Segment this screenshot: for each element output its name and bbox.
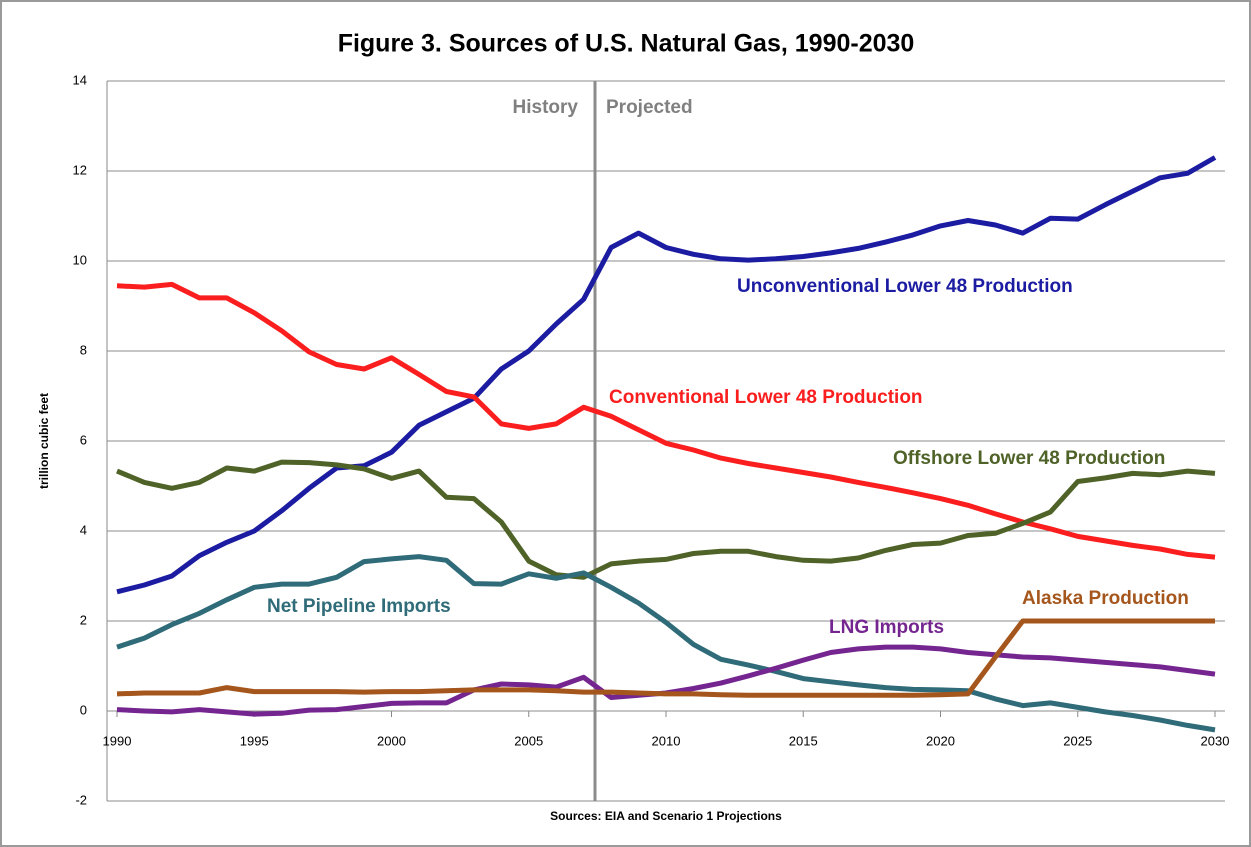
source-note: Sources: EIA and Scenario 1 Projections [550, 809, 782, 823]
series-label: LNG Imports [829, 617, 944, 638]
series-line [116, 618, 1215, 698]
y-tick-label: 0 [80, 702, 87, 717]
y-tick-label: -2 [75, 792, 87, 807]
x-tick-label: 1995 [240, 733, 269, 748]
series-label: Alaska Production [1022, 588, 1189, 609]
series-line [116, 459, 1216, 580]
y-tick-label: 12 [73, 162, 87, 177]
projected-label: Projected [606, 97, 693, 118]
series-label: Net Pipeline Imports [267, 596, 451, 617]
y-tick-label: 14 [73, 72, 87, 87]
series-line [116, 155, 1217, 595]
series-label: Conventional Lower 48 Production [609, 387, 923, 408]
y-tick-label: 6 [80, 432, 87, 447]
y-tick-label: 8 [80, 342, 87, 357]
x-tick-label: 2020 [926, 733, 955, 748]
series-label: Offshore Lower 48 Production [893, 448, 1165, 469]
series-label: Unconventional Lower 48 Production [737, 276, 1073, 297]
chart-title: Figure 3. Sources of U.S. Natural Gas, 1… [338, 30, 915, 58]
series-line [116, 554, 1216, 733]
series-line [116, 281, 1216, 560]
y-tick-label: 2 [80, 612, 87, 627]
y-tick-label: 4 [80, 522, 87, 537]
x-tick-label: 2025 [1063, 733, 1092, 748]
y-axis-label: trillion cubic feet [37, 393, 51, 489]
y-tick-label: 10 [73, 252, 87, 267]
x-tick-label: 2030 [1201, 733, 1230, 748]
x-tick-label: 2015 [789, 733, 818, 748]
x-tick-label: 2000 [377, 733, 406, 748]
x-tick-label: 1990 [103, 733, 132, 748]
x-tick-label: 2005 [514, 733, 543, 748]
history-label: History [513, 97, 579, 118]
x-tick-label: 2010 [652, 733, 681, 748]
